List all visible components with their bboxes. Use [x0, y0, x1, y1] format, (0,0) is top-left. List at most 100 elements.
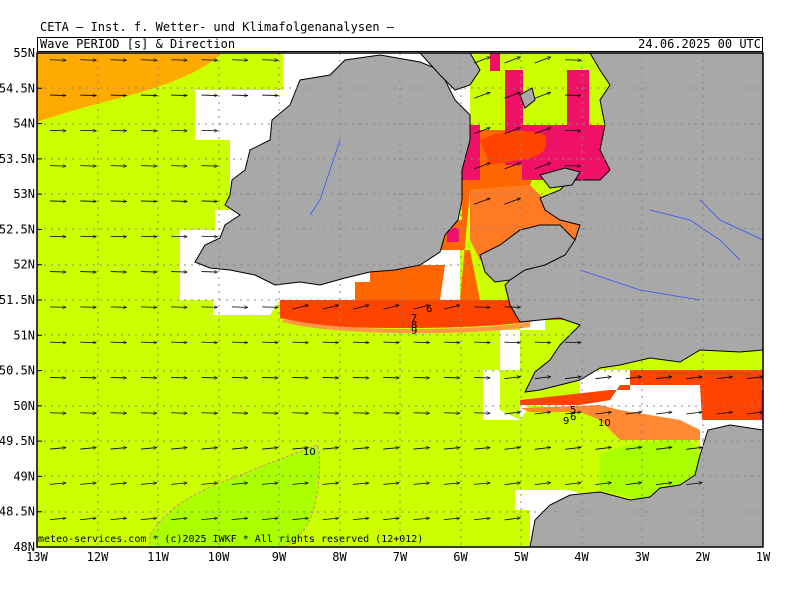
direction-arrow [80, 130, 96, 131]
longitude-axis: 13W 12W 11W 10W 9W 8W 7W 6W 5W 4W 3W 2W 1W [26, 550, 771, 564]
latitude-label: 52.5N [0, 222, 35, 236]
direction-arrow [413, 483, 430, 485]
wales-landmass [479, 224, 576, 283]
direction-arrow [716, 377, 733, 380]
direction-arrow [110, 60, 127, 61]
direction-arrow [49, 166, 66, 167]
direction-arrow [231, 448, 248, 450]
direction-arrow [110, 342, 127, 343]
direction-arrow [595, 377, 611, 380]
direction-arrow [201, 307, 218, 308]
contour-labels: 10 6 7 8 9 5 6 9 10 [303, 304, 611, 458]
direction-arrow [110, 483, 127, 485]
direction-arrow [474, 483, 490, 485]
direction-arrow [231, 342, 248, 343]
longitude-label: 12W [87, 550, 109, 564]
direction-arrow [504, 518, 521, 521]
direction-arrow [534, 412, 551, 415]
direction-arrow [140, 201, 157, 202]
direction-arrow [49, 413, 66, 414]
latitude-label: 48.5N [0, 505, 35, 519]
direction-arrow [49, 272, 66, 273]
latitude-label: 51N [13, 328, 35, 342]
direction-arrow [383, 342, 399, 343]
direction-arrow [110, 95, 127, 96]
contour-label: 8 [411, 320, 417, 331]
latitude-axis: 55N 54.5N 54N 53.5N 53N 52.5N 52N 51.5N 51N 50.5N… [0, 46, 42, 554]
direction-arrow [625, 377, 642, 380]
direction-arrow [171, 130, 187, 131]
direction-arrow [625, 447, 642, 450]
direction-arrow [686, 483, 702, 485]
direction-arrow [534, 57, 551, 64]
direction-arrow [201, 60, 218, 61]
direction-arrow [443, 377, 460, 378]
direction-arrow [80, 377, 96, 378]
direction-arrow [655, 447, 672, 450]
direction-arrow [565, 130, 581, 131]
contour-label: 5 [570, 405, 576, 416]
direction-arrow [140, 483, 157, 485]
direction-arrow [110, 518, 127, 520]
direction-arrow [201, 518, 218, 520]
longitude-label: 10W [208, 550, 230, 564]
direction-arrow [140, 342, 157, 343]
direction-arrow [443, 448, 460, 450]
direction-arrow [49, 130, 66, 131]
great-britain-landmass [504, 53, 763, 393]
direction-arrow [322, 342, 339, 343]
direction-arrow [383, 483, 399, 485]
direction-arrow [201, 130, 218, 131]
contour-label: 9 [563, 416, 569, 427]
longitude-label: 6W [453, 550, 468, 564]
contour-label: 10 [598, 418, 611, 429]
direction-arrow [262, 60, 278, 61]
direction-arrow [80, 201, 96, 202]
direction-arrow [322, 305, 339, 310]
direction-arrow [80, 342, 96, 343]
direction-arrow [292, 377, 308, 378]
longitude-label: 7W [393, 550, 408, 564]
direction-arrow [504, 412, 521, 415]
latitude-label: 50N [13, 399, 35, 413]
direction-arrow [49, 342, 66, 343]
direction-arrow [201, 413, 218, 414]
direction-arrow [140, 413, 157, 414]
direction-arrow [140, 307, 157, 308]
direction-arrow [565, 483, 581, 485]
direction-arrow [565, 412, 581, 415]
direction-arrow [49, 95, 66, 96]
direction-arrow [474, 518, 490, 520]
direction-arrow [140, 130, 157, 131]
valid-time: 24.06.2025 00 UTC [638, 37, 761, 51]
direction-arrow [171, 413, 187, 414]
direction-arrow [443, 483, 460, 485]
contour-label: 9 [411, 326, 417, 337]
latitude-label: 50.5N [0, 364, 35, 378]
direction-arrow [474, 92, 490, 99]
direction-arrow [140, 60, 157, 61]
direction-arrow [474, 57, 490, 64]
direction-arrow [49, 518, 66, 520]
direction-arrow [413, 305, 430, 310]
direction-arrow [231, 377, 248, 378]
direction-arrow [383, 377, 399, 378]
direction-arrow [504, 447, 521, 450]
direction-arrow [322, 413, 339, 414]
direction-arrow [746, 412, 763, 415]
direction-arrow [80, 483, 96, 485]
direction-arrow [474, 377, 490, 378]
direction-arrow [565, 166, 581, 167]
france-landmass [529, 424, 763, 547]
period-10-area [149, 444, 321, 547]
direction-arrow [504, 307, 521, 308]
direction-arrow [443, 342, 460, 343]
latitude-label: 54.5N [0, 81, 35, 95]
direction-arrow [504, 198, 521, 205]
direction-arrow [746, 377, 763, 380]
direction-arrow [171, 342, 187, 343]
title-bar [37, 37, 763, 52]
direction-arrow [262, 95, 278, 96]
direction-arrow [352, 342, 369, 343]
direction-arrow [383, 413, 399, 414]
